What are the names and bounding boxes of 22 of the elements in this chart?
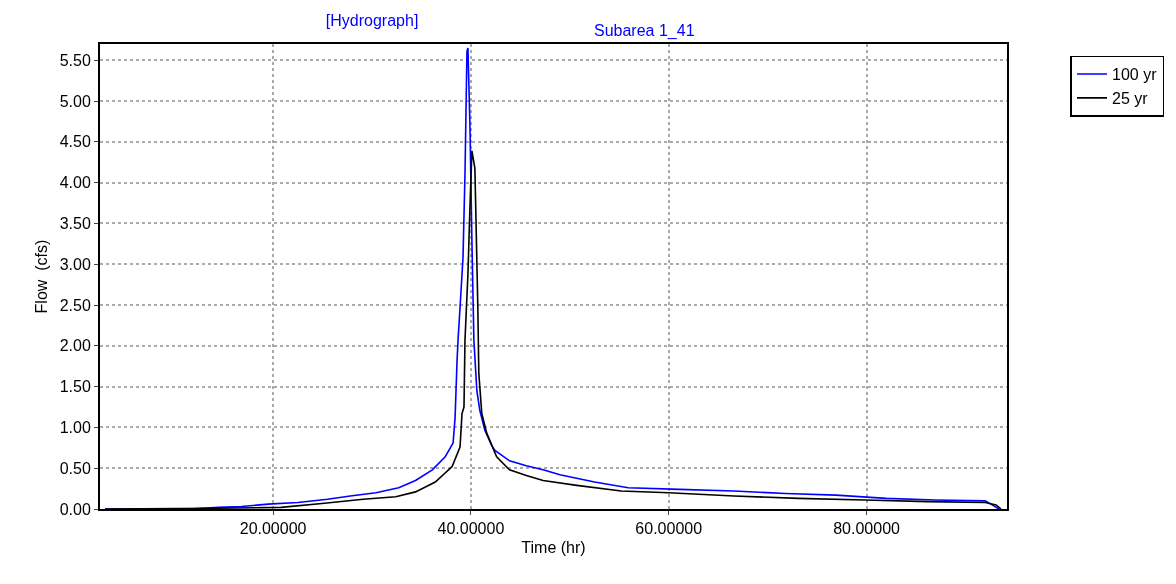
x-tick-label: 80.00000 [833,520,901,538]
y-tick-label: 2.00 [59,337,91,355]
chart-subtitle: Subarea 1_41 [594,22,695,40]
x-axis-title: Time (hr) [521,539,586,557]
y-tick-label: 0.50 [59,459,91,477]
chart-title: [Hydrograph] [325,12,419,30]
y-tick-label: 4.00 [59,174,91,192]
x-tick-label: 60.00000 [635,520,703,538]
y-axis-title: Flow (cfs) [33,239,51,314]
x-tick-label: 20.00000 [239,520,307,538]
legend-label: 100 yr [1111,66,1158,84]
y-tick-label: 2.50 [59,296,91,314]
y-tick-label: 1.50 [59,378,91,396]
legend-label: 25 yr [1111,90,1149,108]
y-tick-label: 3.50 [59,215,91,233]
y-tick-label: 5.00 [59,92,91,110]
x-tick-label: 40.00000 [437,520,505,538]
y-tick-label: 3.00 [59,255,91,273]
y-tick-label: 0.00 [59,500,91,518]
y-tick-label: 4.50 [59,133,91,151]
y-tick-label: 5.50 [59,51,91,69]
y-tick-label: 1.00 [59,419,91,437]
